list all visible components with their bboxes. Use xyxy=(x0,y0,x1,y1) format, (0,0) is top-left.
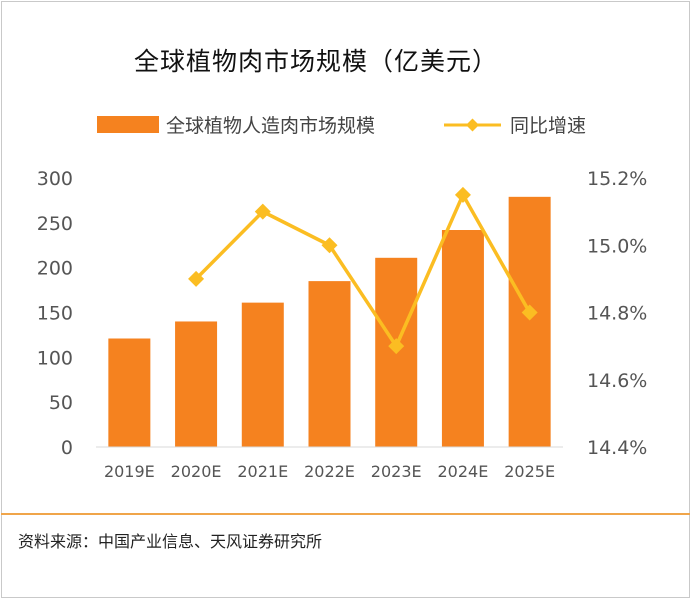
right-tick-label: 15.2% xyxy=(587,168,647,190)
legend-line-label: 同比增速 xyxy=(510,115,586,137)
x-tick-label: 2020E xyxy=(171,462,222,481)
chart-title: 全球植物肉市场规模（亿美元） xyxy=(133,47,498,76)
x-tick-label: 2019E xyxy=(104,462,155,481)
footer-divider xyxy=(1,513,690,515)
legend-bar-label: 全球植物人造肉市场规模 xyxy=(166,115,375,137)
growth-line xyxy=(194,193,532,348)
bar xyxy=(108,338,151,447)
right-axis: 14.4% 14.6% 14.8% 15.0% 15.2% xyxy=(587,168,647,459)
growth-point xyxy=(521,304,538,321)
right-tick-label: 15.0% xyxy=(587,235,647,257)
x-tick-label: 2023E xyxy=(371,462,422,481)
left-tick-label: 200 xyxy=(37,258,73,280)
x-tick-label: 2022E xyxy=(304,462,355,481)
right-tick-label: 14.8% xyxy=(587,303,647,325)
bar xyxy=(308,281,351,447)
left-axis: 0 50 100 150 200 250 300 xyxy=(37,168,73,459)
growth-point xyxy=(321,237,338,254)
legend-line-marker xyxy=(466,118,479,132)
bar xyxy=(441,230,484,447)
right-tick-label: 14.6% xyxy=(587,370,647,392)
x-tick-label: 2024E xyxy=(438,462,489,481)
x-tick-label: 2025E xyxy=(504,462,555,481)
left-tick-label: 100 xyxy=(37,347,73,369)
left-tick-label: 150 xyxy=(37,303,73,325)
line-series xyxy=(188,186,538,355)
bar xyxy=(175,321,218,447)
legend: 全球植物人造肉市场规模 同比增速 xyxy=(97,115,586,137)
right-tick-label: 14.4% xyxy=(587,437,647,459)
source-note: 资料来源：中国产业信息、天风证券研究所 xyxy=(18,532,323,551)
bar xyxy=(241,302,284,447)
x-tick-label: 2021E xyxy=(237,462,288,481)
left-tick-label: 50 xyxy=(49,392,73,414)
growth-point xyxy=(454,186,471,203)
growth-point xyxy=(188,270,205,287)
left-tick-label: 250 xyxy=(37,213,73,235)
bar xyxy=(508,196,551,447)
growth-point xyxy=(254,203,271,220)
legend-bar-swatch xyxy=(97,116,159,133)
growth-point xyxy=(388,338,405,355)
x-axis: 2019E 2020E 2021E 2022E 2023E 2024E 2025E xyxy=(96,446,563,481)
left-tick-label: 300 xyxy=(37,168,73,190)
left-tick-label: 0 xyxy=(61,437,73,459)
